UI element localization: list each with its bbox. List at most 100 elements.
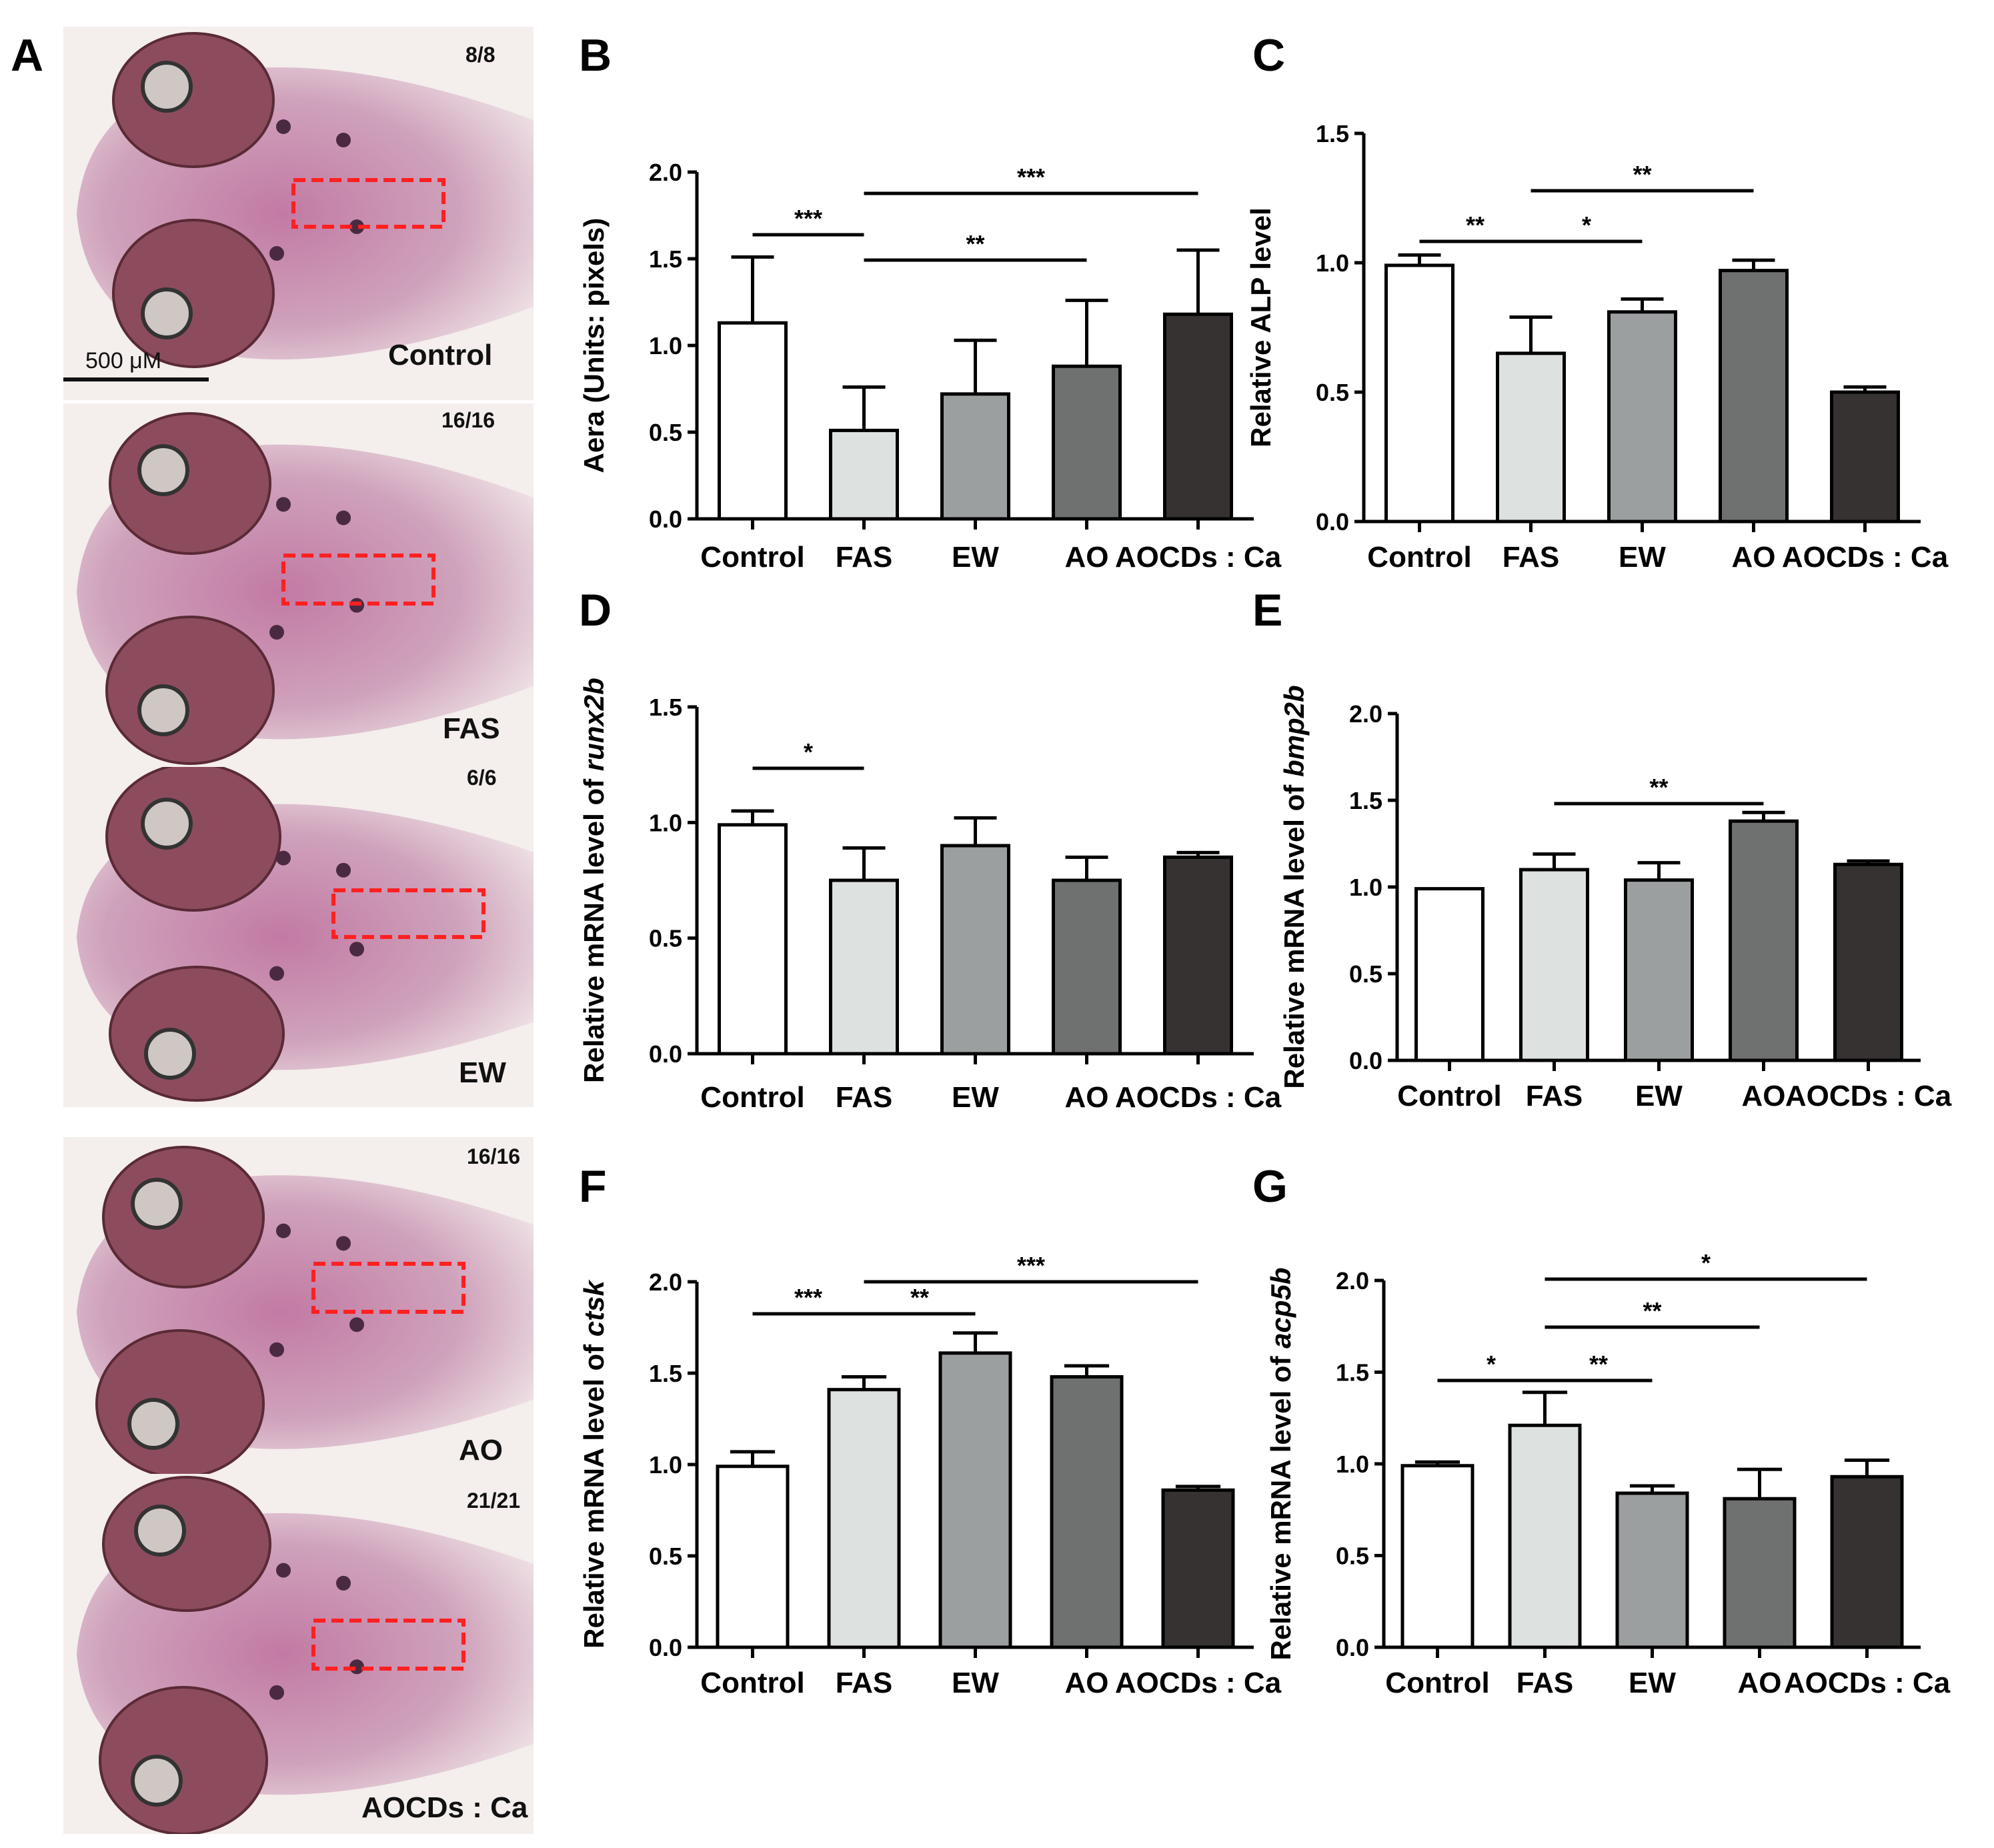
y-tick-label: 2.0 — [649, 1268, 682, 1296]
bar-control — [1384, 263, 1454, 524]
fish-count-ao: 16/16 — [467, 1144, 521, 1168]
y-tick-label: 1.0 — [649, 1451, 682, 1479]
x-tick-label: Control — [700, 1081, 804, 1114]
bar-fas — [1519, 868, 1589, 1062]
melanophore — [336, 133, 351, 147]
panel-label-b: B — [579, 30, 612, 81]
x-tick-label: EW — [1619, 541, 1666, 574]
significance-label: *** — [794, 1284, 822, 1311]
bar-ao — [1723, 1497, 1797, 1649]
melanophore — [276, 1563, 291, 1578]
bar-ao — [1052, 364, 1122, 521]
y-axis-label: Aera (Units: pixels) — [578, 218, 610, 474]
melanophore — [276, 119, 291, 134]
y-tick-label: 1.5 — [649, 245, 682, 273]
fish-image-ew — [63, 767, 534, 1107]
roi-box — [311, 1262, 465, 1314]
bar-fas — [1508, 1423, 1582, 1649]
bar-fas — [1496, 351, 1566, 524]
significance-label: ** — [1633, 161, 1651, 188]
x-tick-label: AO — [1742, 1080, 1786, 1112]
bar-control — [1400, 1464, 1474, 1649]
bar-aocds-ca — [1830, 1475, 1904, 1649]
chart-c: 0.0 0.5 1.0 1.5 Control FAS EW AO AOCDs : Ca Rela… — [1245, 120, 1949, 574]
y-tick-label: 1.0 — [1316, 249, 1349, 277]
melanophore — [349, 942, 364, 957]
y-tick-label: 0.0 — [649, 506, 682, 533]
fish-lens — [127, 1398, 179, 1450]
fish-label-ao: AO — [459, 1434, 503, 1467]
melanophore — [276, 1223, 291, 1238]
melanophore — [349, 219, 364, 234]
significance-label: * — [1486, 1350, 1496, 1378]
scale-bar — [63, 377, 209, 381]
bar-ew — [1607, 310, 1677, 524]
significance-label: ** — [1649, 774, 1668, 801]
significance-label: * — [804, 738, 813, 766]
x-tick-label: EW — [952, 541, 999, 574]
fish-lens — [137, 684, 189, 736]
fish-lens — [131, 1755, 183, 1807]
y-tick-label: 0.5 — [1336, 1543, 1369, 1570]
y-tick-label: 2.0 — [1349, 700, 1382, 728]
melanophore — [336, 1236, 351, 1251]
chart-d: 0.0 0.5 1.0 1.5 Control FAS EW AO AOCDs : Ca Rela… — [578, 678, 1282, 1114]
fish-image-ao — [63, 1137, 534, 1487]
melanophore — [269, 1685, 284, 1700]
bar-ew — [940, 392, 1010, 521]
chart-g: 0.0 0.5 1.0 1.5 2.0 Control FAS EW AO AOCDs : Ca R… — [1265, 1249, 1951, 1699]
y-axis-label: Relative mRNA level of bmp2b — [1278, 685, 1310, 1088]
x-tick-label: AOCDs : Ca — [1115, 1667, 1282, 1699]
y-axis-label: Relative mRNA level of acp5b — [1265, 1268, 1296, 1661]
x-tick-label: AOCDs : Ca — [1115, 541, 1282, 574]
bar-ao — [1729, 819, 1799, 1062]
fish-count-fas: 16/16 — [441, 408, 495, 432]
fish-count-control: 8/8 — [465, 43, 495, 67]
fish-label-aocds-ca: AOCDs : Ca — [361, 1791, 528, 1824]
panel-label-c: C — [1252, 30, 1286, 81]
x-tick-label: AO — [1065, 541, 1109, 574]
x-tick-label: AOCDs : Ca — [1782, 541, 1949, 574]
x-tick-label: FAS — [836, 1081, 893, 1114]
bar-ao — [1719, 269, 1789, 524]
roi-box — [311, 1619, 465, 1671]
y-tick-label: 0.0 — [1316, 508, 1349, 536]
chart-f: 0.0 0.5 1.0 1.5 2.0 Control FAS EW AO AOCDs : Ca R… — [578, 1252, 1282, 1699]
y-tick-label: 0.0 — [1349, 1047, 1382, 1074]
roi-box — [291, 178, 445, 229]
bar-ew — [940, 844, 1010, 1056]
bar-ew — [938, 1351, 1012, 1649]
bar-aocds-ca — [1163, 855, 1233, 1056]
fish-lens — [144, 1028, 196, 1080]
bar-ew — [1624, 878, 1694, 1062]
y-tick-label: 0.5 — [649, 925, 682, 952]
y-tick-label: 0.5 — [1349, 960, 1382, 988]
y-axis-label: Relative mRNA level of ctsk — [578, 1279, 610, 1649]
x-tick-label: Control — [700, 541, 804, 574]
bar-fas — [829, 428, 899, 521]
fish-count-aocds-ca: 21/21 — [467, 1489, 521, 1513]
x-tick-label: AOCDs : Ca — [1115, 1081, 1282, 1114]
y-tick-label: 2.0 — [1336, 1267, 1369, 1294]
significance-label: ** — [966, 230, 984, 257]
y-tick-label: 0.0 — [649, 1040, 682, 1068]
fish-count-ew: 6/6 — [467, 766, 497, 790]
melanophore — [276, 497, 291, 512]
y-tick-label: 0.0 — [1336, 1634, 1369, 1661]
fish-image-fas — [63, 403, 534, 780]
melanophore — [269, 246, 284, 261]
melanophore — [336, 862, 351, 878]
bar-aocds-ca — [1830, 390, 1900, 524]
fish-lens — [134, 1505, 186, 1557]
x-tick-label: FAS — [836, 541, 893, 574]
melanophore — [336, 1575, 351, 1591]
x-tick-label: EW — [1635, 1080, 1683, 1112]
x-tick-label: AO — [1738, 1667, 1782, 1699]
y-tick-label: 1.0 — [649, 332, 682, 359]
fish-image-control — [63, 27, 534, 400]
y-tick-label: 1.0 — [649, 809, 682, 836]
y-tick-label: 0.5 — [1316, 379, 1349, 406]
panel-label-e: E — [1252, 585, 1283, 636]
x-tick-label: AOCDs : Ca — [1785, 1080, 1952, 1112]
bar-aocds-ca — [1833, 862, 1903, 1062]
